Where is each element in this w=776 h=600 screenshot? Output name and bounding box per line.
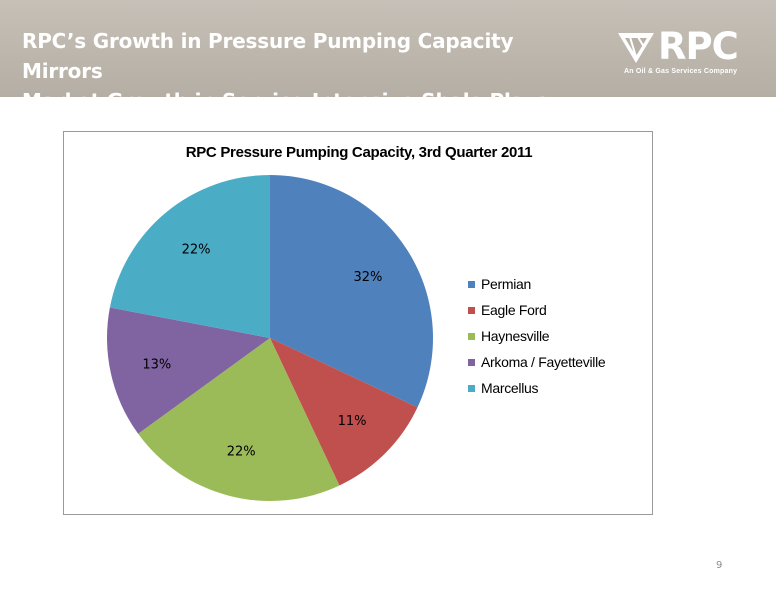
pie-slice-arkoma-fayetteville — [107, 307, 270, 434]
pie-slice-permian — [270, 175, 434, 408]
chart-title: RPC Pressure Pumping Capacity, 3rd Quart… — [185, 144, 533, 161]
legend-label-arkoma-fayetteville: Arkoma / Fayetteville — [481, 354, 606, 370]
legend-swatch-marcellus — [468, 385, 475, 392]
data-label-permian: 32% — [353, 270, 382, 285]
legend-label-eagle-ford: Eagle Ford — [481, 302, 547, 318]
slide-title-line-2: Market Growth in Service-Intensive Shale… — [22, 89, 548, 113]
page-number: 9 — [716, 560, 723, 571]
legend-swatch-haynesville — [468, 333, 475, 340]
legend-label-permian: Permian — [481, 276, 532, 292]
legend-swatch-eagle-ford — [468, 307, 475, 314]
slide-header: RPC’s Growth in Pressure Pumping Capacit… — [0, 0, 776, 113]
rpc-logo-tagline: An Oil & Gas Services Company — [624, 68, 738, 75]
pie-slice-eagle-ford — [270, 338, 418, 486]
data-label-marcellus: 22% — [182, 243, 211, 258]
legend-swatch-permian — [468, 281, 475, 288]
rpc-logo: RPC An Oil & Gas Services Company — [618, 25, 758, 83]
pie-chart-plot: 32% 11% 22% 13% 22% — [107, 175, 434, 502]
rpc-logo-wordmark: RPC — [658, 25, 739, 68]
slide-title: RPC’s Growth in Pressure Pumping Capacit… — [22, 26, 582, 116]
legend-label-marcellus: Marcellus — [481, 380, 539, 396]
legend-label-haynesville: Haynesville — [481, 328, 550, 344]
data-label-arkoma-fayetteville: 13% — [142, 357, 171, 372]
rpc-logo-mark-icon — [618, 33, 654, 63]
pie-slice-haynesville — [138, 338, 340, 502]
data-label-eagle-ford: 11% — [338, 414, 367, 429]
data-label-haynesville: 22% — [227, 444, 256, 459]
legend-swatch-arkoma-fayetteville — [468, 359, 475, 366]
pie-chart: RPC Pressure Pumping Capacity, 3rd Quart… — [63, 131, 653, 515]
pie-slice-marcellus — [109, 175, 270, 338]
slide-title-line-1: RPC’s Growth in Pressure Pumping Capacit… — [22, 29, 514, 83]
